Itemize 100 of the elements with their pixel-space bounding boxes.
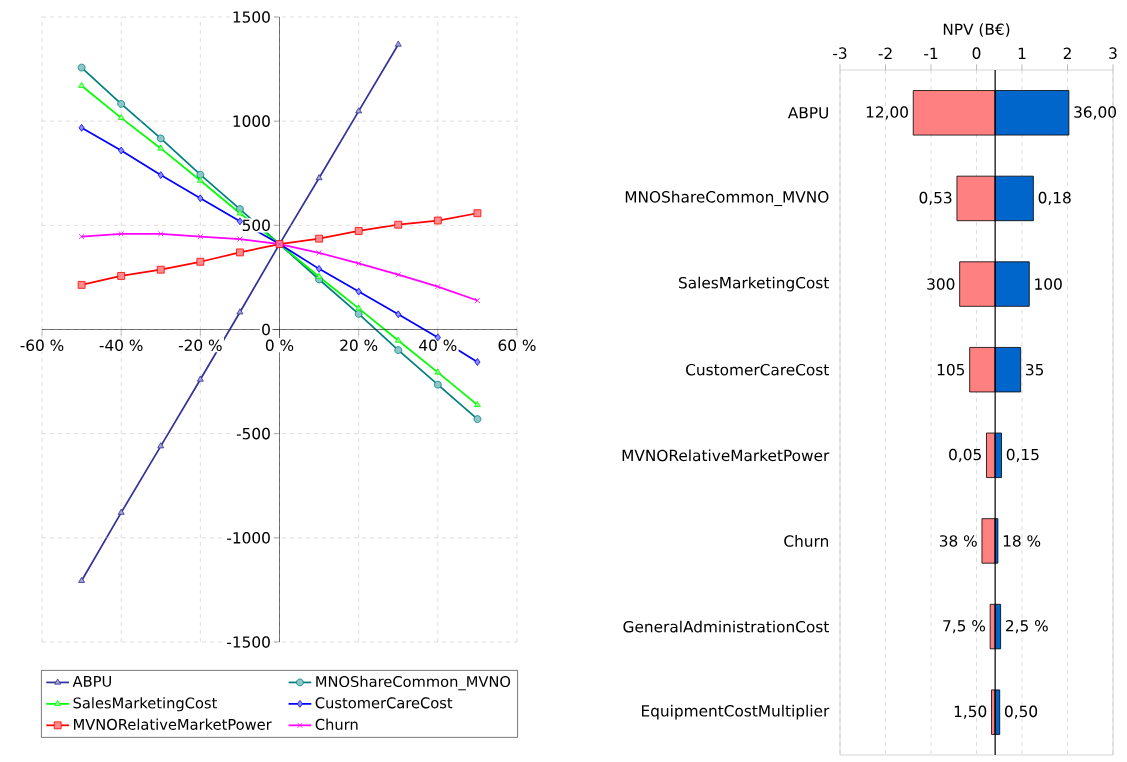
point — [157, 442, 165, 449]
point — [315, 174, 323, 181]
x-tick-label: 40 % — [419, 339, 457, 352]
y-tick-label: 500 — [242, 219, 270, 232]
x-tick-label: 60 % — [498, 339, 536, 352]
annotation: 35 — [1026, 363, 1044, 376]
x-tick-label: -2 — [878, 47, 892, 59]
point — [395, 310, 402, 319]
point — [78, 81, 85, 88]
point — [117, 99, 126, 108]
point — [78, 233, 85, 240]
point — [196, 176, 204, 183]
annotation: 36,00 — [1074, 106, 1117, 120]
point — [156, 134, 165, 143]
point — [395, 271, 402, 278]
point — [157, 231, 164, 237]
annotation: 7,5 % — [943, 619, 986, 634]
point — [196, 170, 205, 179]
annotation: 0,15 — [1006, 448, 1039, 462]
point — [196, 257, 205, 266]
point — [156, 265, 165, 274]
point — [474, 297, 481, 304]
point — [316, 249, 322, 256]
point — [433, 380, 442, 389]
point — [117, 508, 125, 515]
annotation: 105 — [937, 363, 965, 376]
y-tick-label: CustomerCareCost — [686, 363, 829, 376]
y-tick-label: 1500 — [233, 11, 270, 23]
point — [196, 375, 204, 382]
legend-label: Churn — [315, 718, 358, 730]
legend-label: ABPU — [72, 675, 111, 687]
point — [236, 248, 244, 257]
point — [434, 368, 442, 375]
y-tick-label: GeneralAdministrationCost — [623, 620, 829, 633]
y-tick-label: ABPU — [787, 107, 828, 119]
annotation: 300 — [927, 278, 955, 290]
legend-label: SalesMarketingCost — [73, 697, 217, 712]
annotation: 18 % — [1003, 535, 1041, 547]
point — [394, 346, 403, 354]
annotation: 0,53 — [919, 191, 952, 206]
y-tick-label: EquipmentCostMultiplier — [642, 704, 830, 720]
point — [473, 209, 482, 218]
annotation: 2,5 % — [1006, 619, 1048, 634]
point — [78, 123, 85, 132]
x-tick-label: -20 % — [178, 339, 222, 352]
y-tick-label: MNOShareCommon_MVNO — [625, 190, 829, 207]
point — [315, 272, 323, 279]
x-axis-title: NPV (B€) — [943, 23, 1010, 37]
point — [315, 234, 323, 243]
point — [433, 216, 442, 225]
point — [394, 40, 402, 47]
point — [77, 63, 86, 72]
x-tick-label: -1 — [924, 47, 938, 59]
annotation: 38 % — [939, 535, 977, 547]
point — [236, 308, 244, 315]
x-tick-label: 20 % — [340, 339, 378, 352]
x-tick-label: -40 % — [99, 339, 143, 352]
annotation: 1,50 — [954, 705, 987, 719]
x-tick-label: 3 — [1109, 47, 1117, 59]
point — [354, 227, 363, 235]
y-tick-label: Churn — [784, 535, 828, 547]
x-tick-label: 2 — [1063, 47, 1071, 59]
annotation: 12,00 — [866, 106, 908, 120]
point — [77, 281, 86, 289]
point — [355, 304, 363, 311]
point — [117, 272, 126, 280]
point — [117, 113, 125, 120]
point — [78, 576, 85, 583]
legend-label: MNOShareCommon_MVNO — [316, 675, 511, 691]
point — [474, 401, 481, 408]
y-tick-label: -1000 — [227, 532, 270, 544]
x-tick-label: -60 % — [20, 339, 64, 352]
annotation: 0,50 — [1004, 705, 1038, 719]
point — [434, 283, 441, 290]
point — [197, 194, 204, 203]
annotation: 0,18 — [1038, 191, 1071, 206]
x-tick-label: 0 — [972, 47, 981, 59]
x-tick-label: 0 % — [265, 339, 294, 352]
point — [355, 287, 362, 296]
point — [316, 264, 323, 273]
point — [236, 209, 244, 216]
point — [118, 231, 125, 237]
y-tick-label: -500 — [236, 427, 270, 440]
point — [355, 260, 362, 267]
point — [118, 146, 125, 155]
point — [473, 415, 482, 423]
x-tick-label: -3 — [833, 47, 847, 59]
point — [355, 107, 363, 114]
y-tick-label: SalesMarketingCost — [678, 276, 829, 292]
y-tick-label: MVNORelativeMarketPower — [622, 449, 830, 462]
point — [354, 310, 363, 318]
point — [394, 220, 403, 229]
point — [157, 171, 164, 179]
legend-label: CustomerCareCost — [315, 697, 453, 709]
point — [197, 233, 204, 240]
annotation: 0,05 — [949, 448, 981, 462]
y-tick-label: -1500 — [227, 636, 270, 648]
x-tick-label: 1 — [1018, 47, 1026, 59]
y-tick-label: 0 — [262, 323, 270, 336]
y-tick-label: 1000 — [233, 115, 270, 127]
